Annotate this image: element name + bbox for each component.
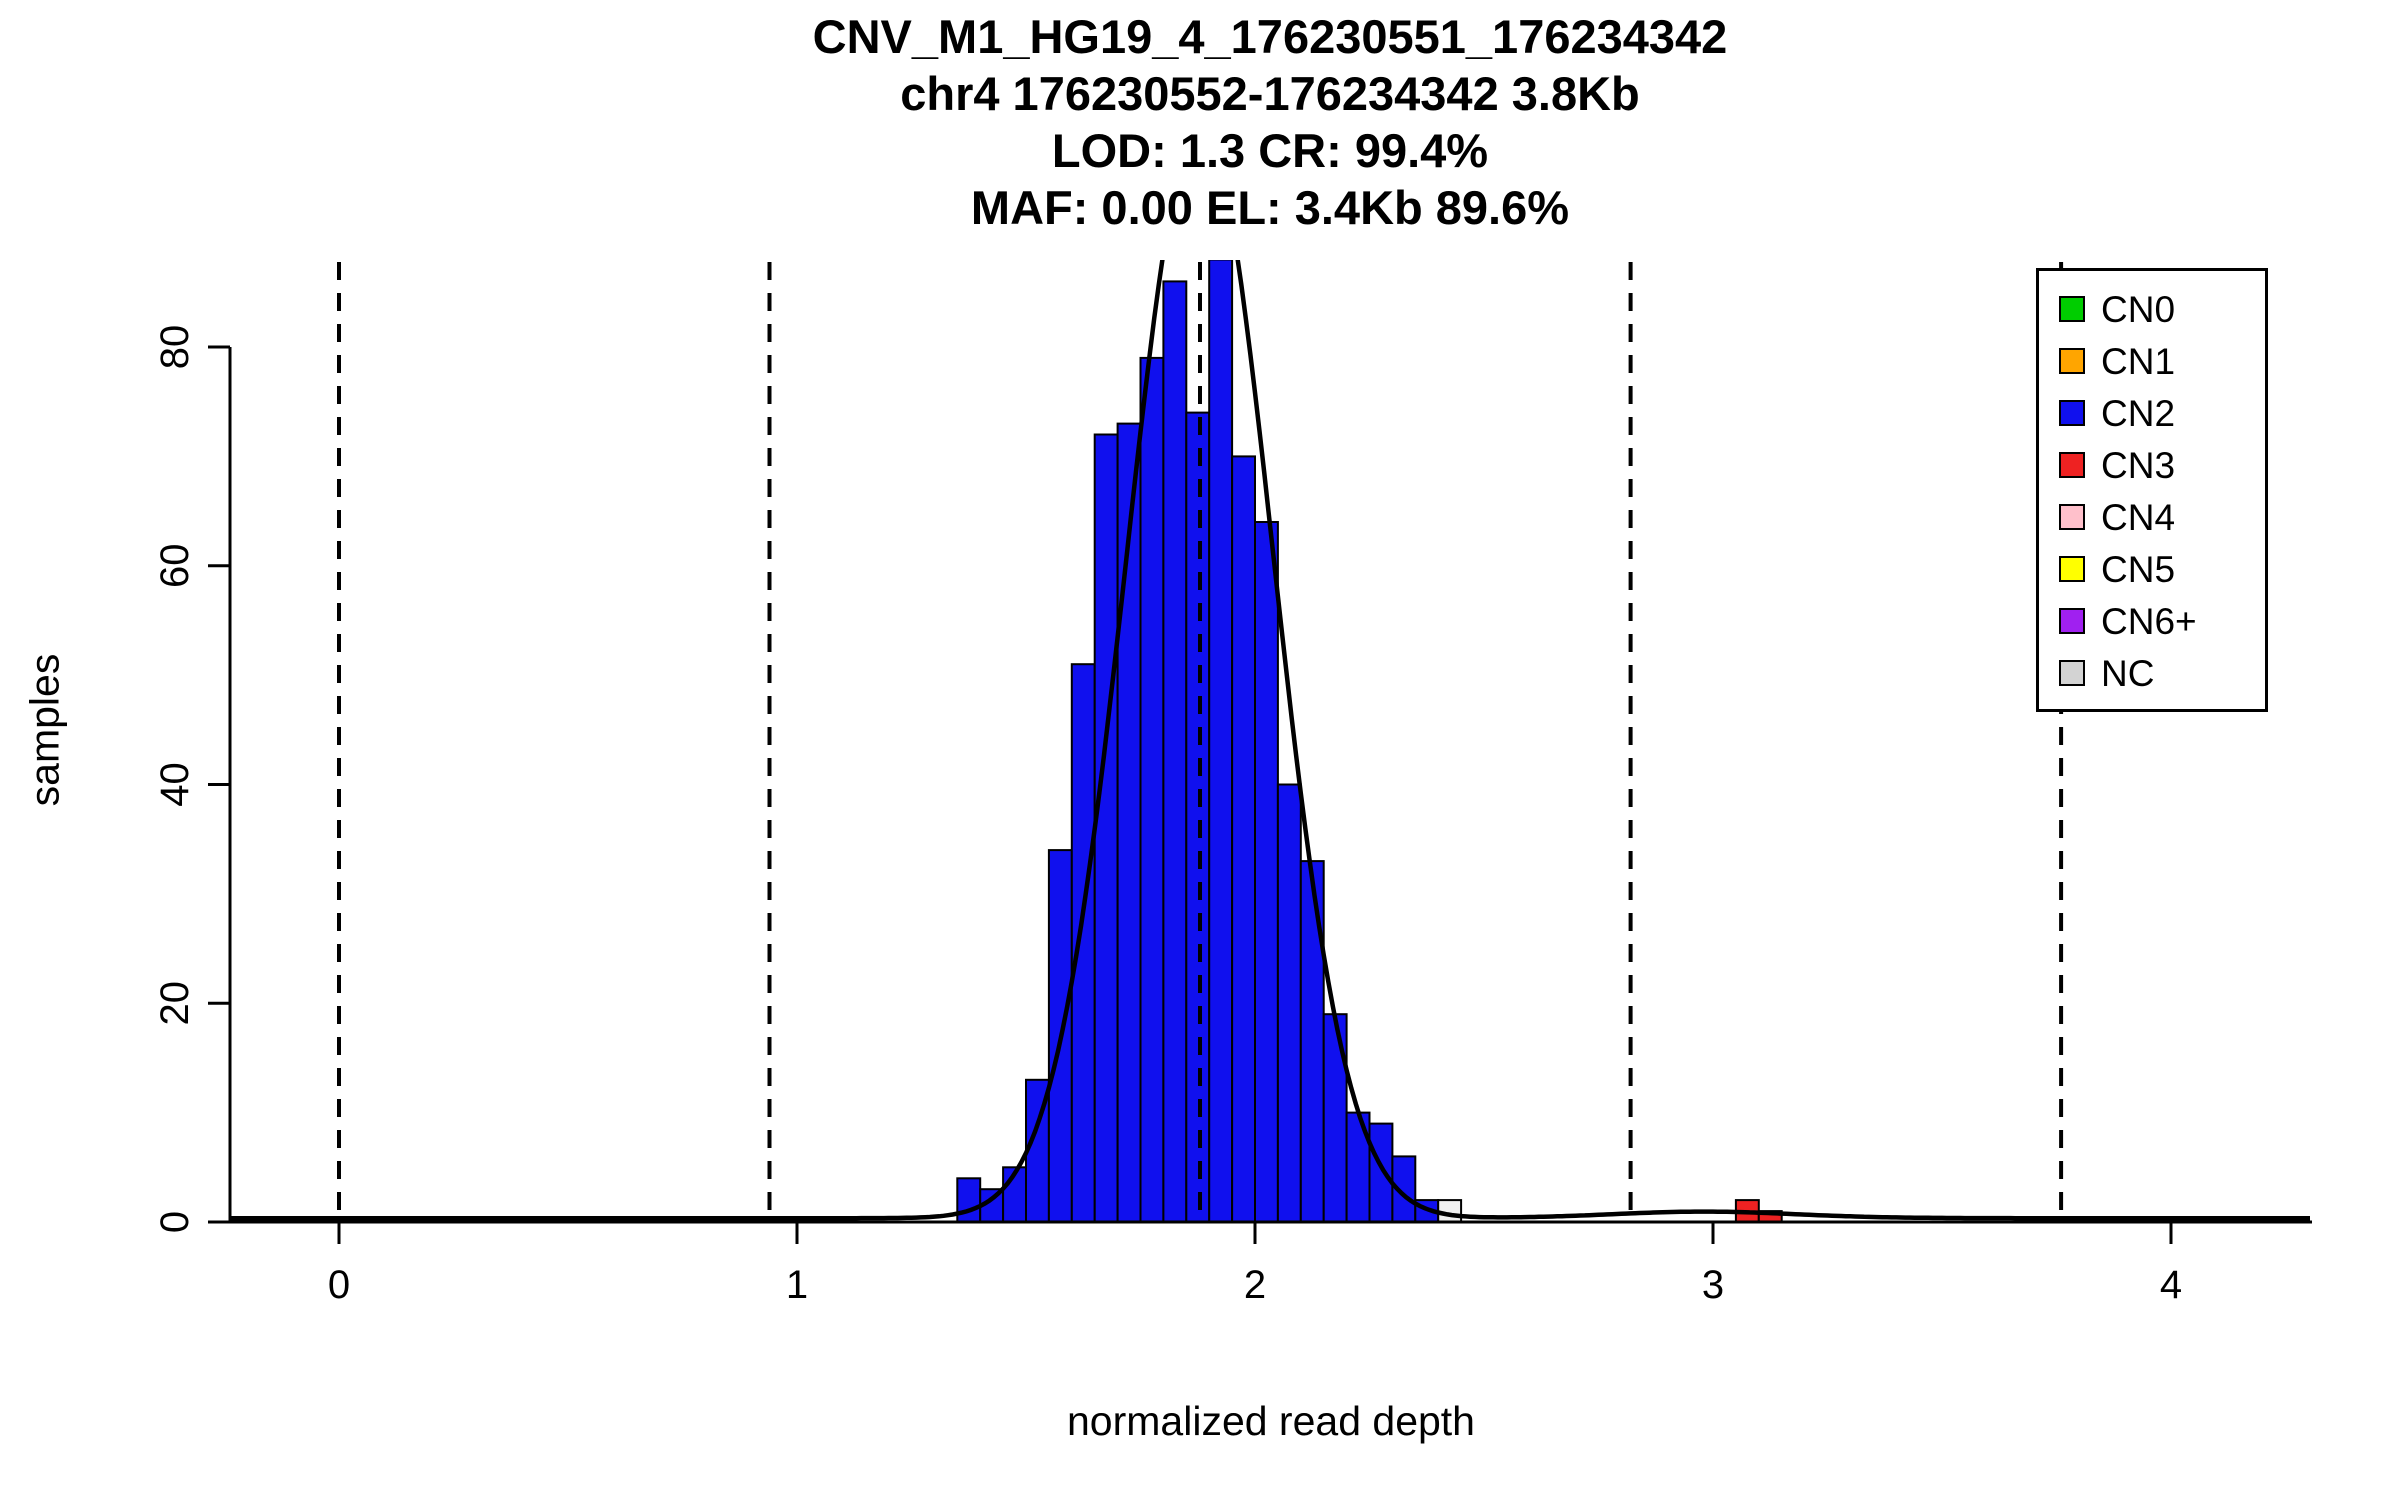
histogram-bar-cn2 [1299, 860, 1325, 1223]
y-tick-label: 0 [153, 1211, 197, 1233]
histogram-bar-cn2 [1093, 433, 1119, 1223]
y-tick-label: 60 [153, 544, 197, 589]
legend-label: CN4 [2101, 496, 2176, 538]
legend-row: CN1 [2039, 335, 2265, 387]
legend-row: CN4 [2039, 491, 2265, 543]
density-curve [231, 260, 2310, 1221]
legend-row: NC [2039, 647, 2265, 699]
x-tick-label: 1 [786, 1263, 808, 1307]
legend-swatch [2059, 504, 2085, 530]
cn-boundary-lines [337, 262, 2064, 1221]
chart-title-line-2: chr4 176230552-176234342 3.8Kb [900, 67, 1640, 120]
histogram-bar-cn2 [1208, 260, 1234, 1223]
x-tick-label: 0 [328, 1263, 350, 1307]
legend-label: CN2 [2101, 392, 2176, 434]
histogram-bar-cn2 [1139, 356, 1165, 1223]
plot-area [231, 260, 2310, 1223]
y-tick-label: 40 [153, 762, 197, 807]
histogram-bar-cn2 [1070, 663, 1096, 1223]
y-axis: 0 20 40 60 80 [153, 325, 232, 1233]
legend-row: CN3 [2039, 439, 2265, 491]
legend-label: CN6+ [2101, 600, 2197, 642]
legend-label: CN1 [2101, 340, 2176, 382]
x-tick-label: 2 [1244, 1263, 1266, 1307]
chart-title-line-1: CNV_M1_HG19_4_176230551_176234342 [812, 10, 1728, 63]
legend-row: CN2 [2039, 387, 2265, 439]
legend-swatch [2059, 660, 2085, 686]
x-tick-label: 4 [2160, 1263, 2182, 1307]
legend-swatch [2059, 348, 2085, 374]
legend-swatch [2059, 296, 2085, 322]
chart-title: CNV_M1_HG19_4_176230551_176234342 chr4 1… [140, 8, 2400, 236]
x-tick-label: 3 [1702, 1263, 1724, 1307]
legend-row: CN6+ [2039, 595, 2265, 647]
histogram-bar-cn2 [1162, 280, 1188, 1223]
histogram-bar-cn2 [1254, 521, 1279, 1223]
legend-row: CN5 [2039, 543, 2265, 595]
legend-swatch [2059, 452, 2085, 478]
legend-label: NC [2101, 652, 2155, 694]
legend-label: CN3 [2101, 444, 2176, 486]
legend-box: CN0 CN1 CN2 CN3 CN4 CN5 CN6+ NC [2036, 268, 2268, 712]
histogram-bar-cn2 [1368, 1122, 1394, 1223]
legend-label: CN0 [2101, 288, 2176, 330]
legend-swatch [2059, 608, 2085, 634]
legend-swatch [2059, 400, 2085, 426]
histogram-bar-cn2 [1231, 455, 1256, 1223]
legend-label: CN5 [2101, 548, 2176, 590]
y-tick-label: 20 [153, 981, 197, 1026]
chart-title-line-4: MAF: 0.00 EL: 3.4Kb 89.6% [970, 181, 1570, 234]
histogram-bar-cn2 [1276, 783, 1302, 1223]
histogram-bar-cn2 [956, 1177, 982, 1223]
x-axis: 0 1 2 3 4 [224, 1220, 2312, 1307]
histogram-bar-cn2 [1322, 1013, 1348, 1223]
legend-swatch [2059, 556, 2085, 582]
x-axis-label: normalized read depth [1067, 1398, 1475, 1444]
y-axis-label: samples [21, 653, 68, 807]
histogram-bars [956, 260, 1783, 1223]
histogram-bar-cn2 [1185, 411, 1211, 1223]
chart-title-line-3: LOD: 1.3 CR: 99.4% [1051, 124, 1489, 177]
legend-row: CN0 [2039, 283, 2265, 335]
y-tick-label: 80 [153, 325, 197, 370]
